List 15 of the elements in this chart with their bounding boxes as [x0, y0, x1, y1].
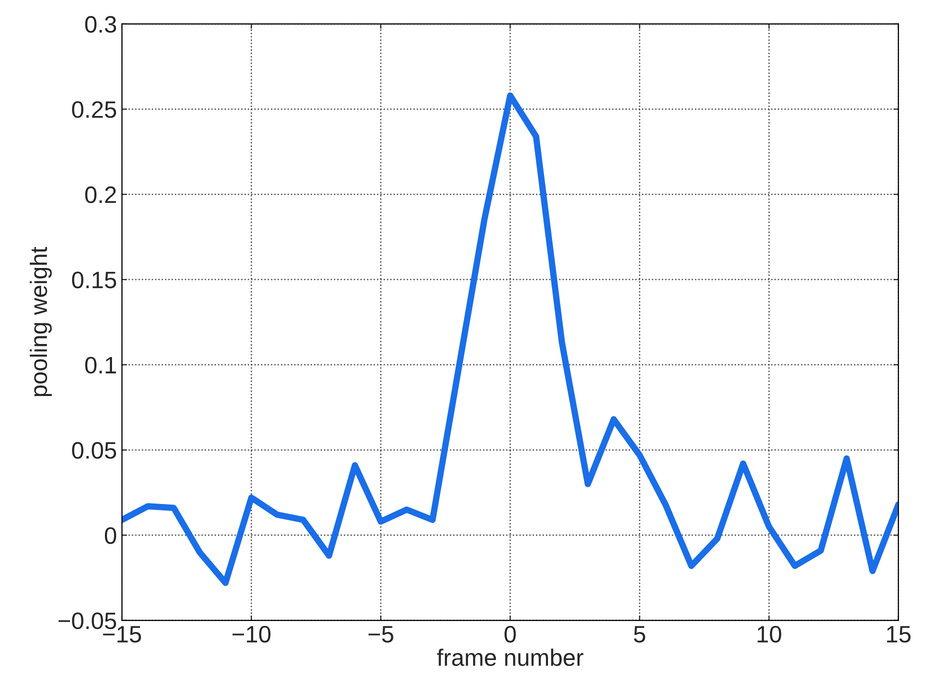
y-axis-title: pooling weight [30, 246, 52, 396]
x-tick-label: 15 [887, 626, 911, 643]
x-tick-label: 10 [758, 626, 782, 643]
y-tick-label: 0.2 [85, 186, 116, 204]
x-axis-title: frame number [437, 648, 584, 666]
x-tick-label: 5 [634, 626, 646, 643]
y-tick-label: 0.1 [85, 356, 116, 374]
y-tick-label: 0 [104, 527, 116, 544]
y-tick-label: 0.15 [72, 272, 116, 288]
x-tick-label: −10 [232, 626, 270, 643]
y-tick-label: 0.05 [72, 442, 116, 459]
x-tick-label: −5 [368, 626, 394, 643]
x-tick-label: 0 [504, 626, 516, 643]
y-tick-label: 0.3 [85, 16, 116, 33]
y-tick-label: 0.25 [72, 101, 116, 118]
